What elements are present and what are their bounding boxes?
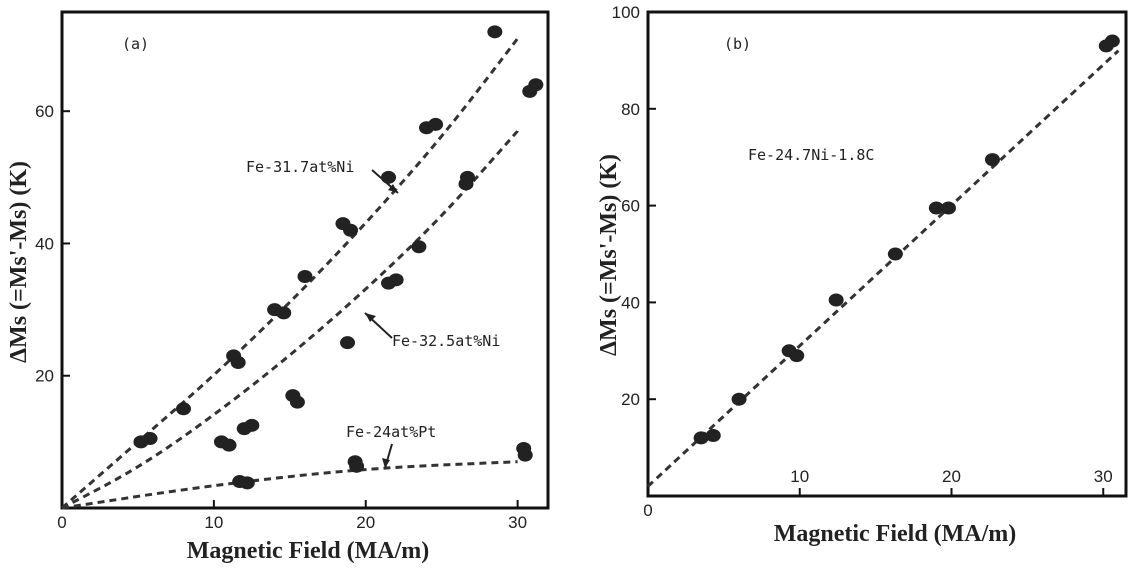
arrowhead-fe-31-7-ni [388, 184, 398, 193]
data-point-series-1-13 [528, 78, 544, 92]
arrowhead-fe-32-5-ni [365, 313, 376, 322]
data-points-a [133, 25, 544, 490]
data-point-series-0-6 [276, 306, 292, 320]
data-point-series-1-11 [460, 170, 476, 184]
data-point-series-0-11 [1104, 34, 1120, 48]
data-point-series-0-1 [705, 429, 721, 442]
data-point-series-0-12 [428, 117, 444, 131]
x-tick-label: 0 [643, 501, 652, 520]
series-label-fe-32-5-ni: Fe-32.5at%Ni [392, 332, 500, 350]
y-tick-label: 60 [35, 102, 54, 121]
data-point-series-1-9 [411, 240, 427, 254]
fit-line-series-0 [61, 37, 520, 510]
data-point-series-2-3 [349, 459, 365, 473]
data-point-series-1-3 [244, 418, 260, 432]
x-tick-label: 30 [1094, 467, 1113, 486]
data-point-series-0-4 [230, 356, 246, 370]
series-label-fe-24-pt: Fe-24at%Pt [346, 423, 436, 441]
x-axis-title-a: Magnetic Field (MA/m) [187, 538, 430, 564]
y-tick-label: 80 [621, 100, 640, 119]
x-tick-label: 20 [356, 513, 375, 532]
data-point-series-0-9 [984, 153, 1000, 167]
axis-ticks-b: 0 10 20 30 20 40 60 80 100 [612, 3, 1113, 520]
fit-line-series-1 [61, 129, 520, 510]
data-point-series-1-1 [221, 438, 237, 452]
data-points-b [693, 34, 1120, 445]
x-tick-label: 0 [57, 513, 66, 532]
x-tick-label: 20 [942, 467, 961, 486]
x-axis-title-b: Magnetic Field (MA/m) [774, 521, 1017, 547]
y-axis-title-a: ΔMs (=Ms'-Ms) (K) [6, 161, 32, 363]
data-point-series-1-6 [340, 336, 356, 350]
y-tick-label: 20 [621, 390, 640, 409]
plot-frame-a [60, 10, 550, 510]
series-label-fe-24-7ni-1-8c: Fe-24.7Ni-1.8C [748, 146, 874, 164]
data-point-series-0-9 [343, 223, 359, 237]
fit-lines-a [61, 37, 520, 510]
x-tick-label: 10 [790, 467, 809, 486]
panel-label-a: (a) [122, 35, 149, 53]
data-point-series-2-5 [517, 448, 533, 462]
y-tick-label: 40 [35, 234, 54, 253]
data-point-series-0-8 [940, 201, 956, 215]
panel-label-b: (b) [724, 35, 751, 53]
data-point-series-0-6 [887, 247, 903, 261]
data-point-series-0-2 [731, 392, 747, 406]
data-point-series-0-7 [297, 270, 313, 284]
fit-line-series-2 [61, 460, 518, 510]
data-point-series-0-5 [828, 293, 844, 307]
x-tick-label: 30 [508, 513, 527, 532]
fit-lines-b [646, 49, 1120, 488]
data-point-series-1-8 [388, 273, 404, 287]
data-point-series-2-1 [239, 476, 255, 490]
y-tick-label: 40 [621, 293, 640, 312]
panel-b: (b) 0 10 20 30 20 40 60 80 100 Fe-24.7Ni-1.8C Ma… [596, 3, 1128, 547]
y-axis-title-b: ΔMs (=Ms'-Ms) (K) [596, 154, 622, 356]
data-point-series-0-2 [176, 402, 191, 416]
y-tick-label: 100 [612, 3, 640, 22]
data-point-series-1-5 [289, 395, 305, 409]
series-label-fe-31-7-ni: Fe-31.7at%Ni [246, 158, 354, 176]
data-point-series-0-7 [928, 201, 944, 215]
y-tick-label: 20 [35, 367, 54, 386]
data-point-series-0-1 [142, 432, 158, 446]
data-point-series-0-0 [693, 431, 709, 445]
y-tick-label: 60 [621, 197, 640, 216]
data-point-series-0-10 [381, 170, 397, 184]
fit-line-series-0 [646, 49, 1120, 488]
axis-ticks-a: 0 10 20 30 20 40 60 [35, 102, 527, 532]
data-point-series-0-4 [789, 349, 805, 363]
x-tick-label: 10 [204, 513, 223, 532]
arrowhead-fe-24-pt [382, 458, 390, 468]
plot-frame-b [646, 10, 1128, 498]
data-point-series-0-13 [487, 25, 503, 39]
panel-a: (a) 0 10 20 30 20 40 60 Fe-31.7at%Ni Fe-32.5at… [6, 10, 550, 564]
